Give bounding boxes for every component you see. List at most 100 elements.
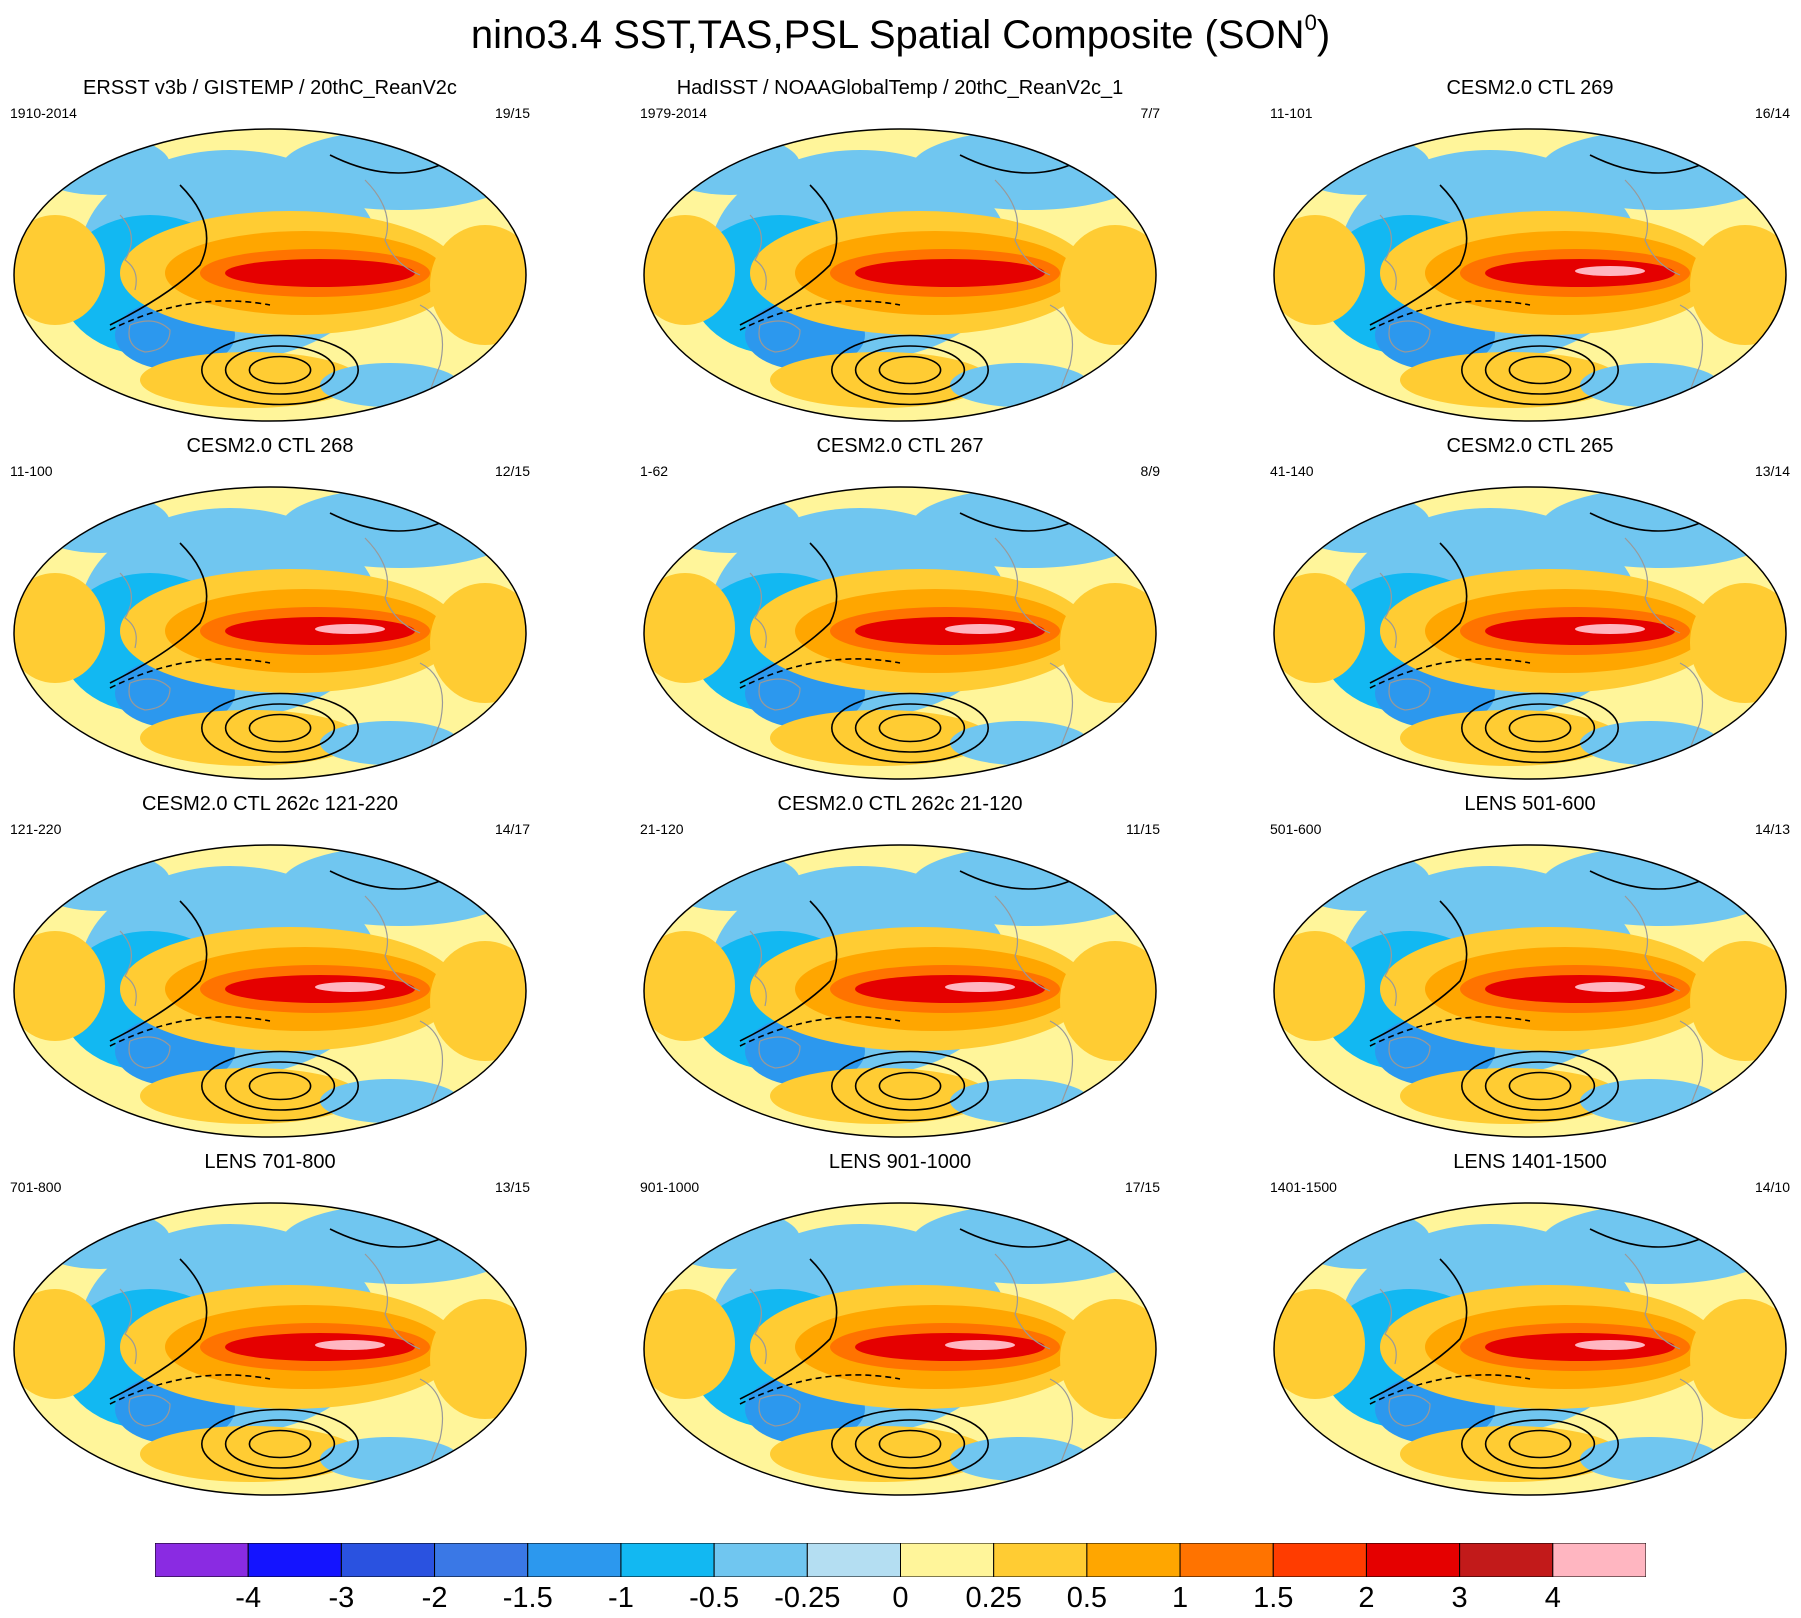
panel-period: 1910-2014 [10,105,77,121]
warm-anomaly [945,982,1015,992]
colorbar-swatch [155,1543,249,1577]
map-frame [13,844,527,1138]
psl-contour [1461,1408,1619,1480]
colorbar-tick-label: 1.5 [1253,1582,1294,1614]
warm-anomaly [315,1340,385,1350]
land-outline [1379,930,1397,1007]
panel-title: LENS 901-1000 [828,1151,972,1173]
warm-anomaly [315,982,385,992]
warm-anomaly [1690,583,1786,703]
land-outline [758,1394,801,1427]
panel-counts: 13/14 [1754,463,1790,479]
panel-title: ERSST v3b / GISTEMP / 20thC_ReanV2c [83,77,457,99]
colorbar-tick-label: -0.25 [774,1582,841,1614]
colorbar-swatch [1552,1543,1646,1577]
panel-period: 1979-2014 [640,105,707,121]
psl-contour [878,713,942,743]
colorbar-tick-label: 1 [1171,1582,1189,1614]
map-panel: CESM2.0 CTL 268 11-100 12/15 [0,433,540,785]
psl-contour [1484,345,1596,395]
colorbar-swatch [806,1543,901,1577]
psl-contour [854,1419,966,1469]
panel-counts: 14/17 [494,821,530,837]
colorbar-swatch [434,1543,529,1577]
cool-anomaly [910,1204,1150,1284]
psl-contour [1508,713,1572,743]
psl-contour [739,542,838,684]
panel-period: 11-101 [1270,105,1313,121]
psl-contour-negative [109,658,271,689]
colorbar-tick-label: -0.5 [689,1582,740,1614]
warm-anomaly [770,1068,990,1124]
psl-contour [878,1429,942,1459]
warm-anomaly [1274,215,1365,325]
map-panel: HadISST / NOAAGlobalTemp / 20thC_ReanV2c… [630,75,1170,427]
panel-period: 21-120 [640,821,684,837]
warm-anomaly [1400,1426,1620,1482]
title-close: ) [1316,13,1331,57]
map-frame [643,486,1157,780]
land-outline [994,537,1051,634]
colorbar-tick-label: 0.25 [965,1582,1022,1614]
robinson-map [13,1202,527,1496]
land-outline [1379,1288,1397,1365]
colorbar-tick-label: 4 [1544,1582,1561,1614]
psl-contour [1589,154,1701,174]
land-outline [119,214,137,291]
land-outline [119,930,137,1007]
panel-period: 501-600 [1270,821,1322,837]
map-frame [13,486,527,780]
panel-title: CESM2.0 CTL 262c 121-220 [141,793,399,815]
psl-contour [1508,1429,1572,1459]
warm-anomaly [430,1299,526,1419]
colorbar-swatch [340,1543,436,1577]
cool-anomaly [280,1204,520,1284]
warm-anomaly [1274,931,1365,1041]
land-outline [128,1036,171,1069]
psl-contour [854,345,966,395]
warm-anomaly [140,710,360,766]
land-outline [758,678,801,711]
map-frame [13,128,527,422]
psl-contour [1461,692,1619,764]
land-outline [994,179,1051,276]
land-outline [1624,1253,1681,1350]
robinson-map [1273,128,1787,422]
psl-contour [854,703,966,753]
colorbar-tick-label: -1 [608,1582,634,1614]
psl-contour [248,355,312,385]
panel-counts: 16/14 [1754,105,1790,121]
panel-period: 1-62 [640,463,669,479]
map-panel: CESM2.0 CTL 262c 21-120 21-120 11/15 [630,791,1170,1143]
map-frame [643,1202,1157,1496]
cool-anomaly [1540,488,1780,568]
psl-contour [201,334,359,406]
warm-anomaly [140,1426,360,1482]
warm-anomaly [644,573,735,683]
psl-contour [201,1408,359,1480]
warm-anomaly [770,352,990,408]
robinson-map [643,486,1157,780]
warm-anomaly [644,1289,735,1399]
robinson-map [643,1202,1157,1496]
land-outline [364,895,421,992]
land-outline [749,572,767,649]
psl-contour [739,184,838,326]
panel-title: CESM2.0 CTL 269 [1446,77,1614,99]
psl-contour [831,334,989,406]
warm-anomaly [644,931,735,1041]
psl-contour [1508,1071,1572,1101]
panel-title: CESM2.0 CTL 262c 21-120 [777,793,1023,815]
title-text: nino3.4 SST,TAS,PSL Spatial Composite (S… [470,13,1305,57]
psl-contour [109,900,208,1042]
psl-contour [878,355,942,385]
map-frame [643,128,1157,422]
panel-counts: 7/7 [1140,105,1160,121]
panel-period: 901-1000 [640,1179,700,1195]
map-panel: CESM2.0 CTL 269 11-101 16/14 [1260,75,1800,427]
psl-contour [109,1258,208,1400]
psl-contour-negative [739,1374,901,1405]
warm-anomaly [14,931,105,1041]
warm-anomaly [1400,710,1620,766]
cool-anomaly [280,130,520,210]
